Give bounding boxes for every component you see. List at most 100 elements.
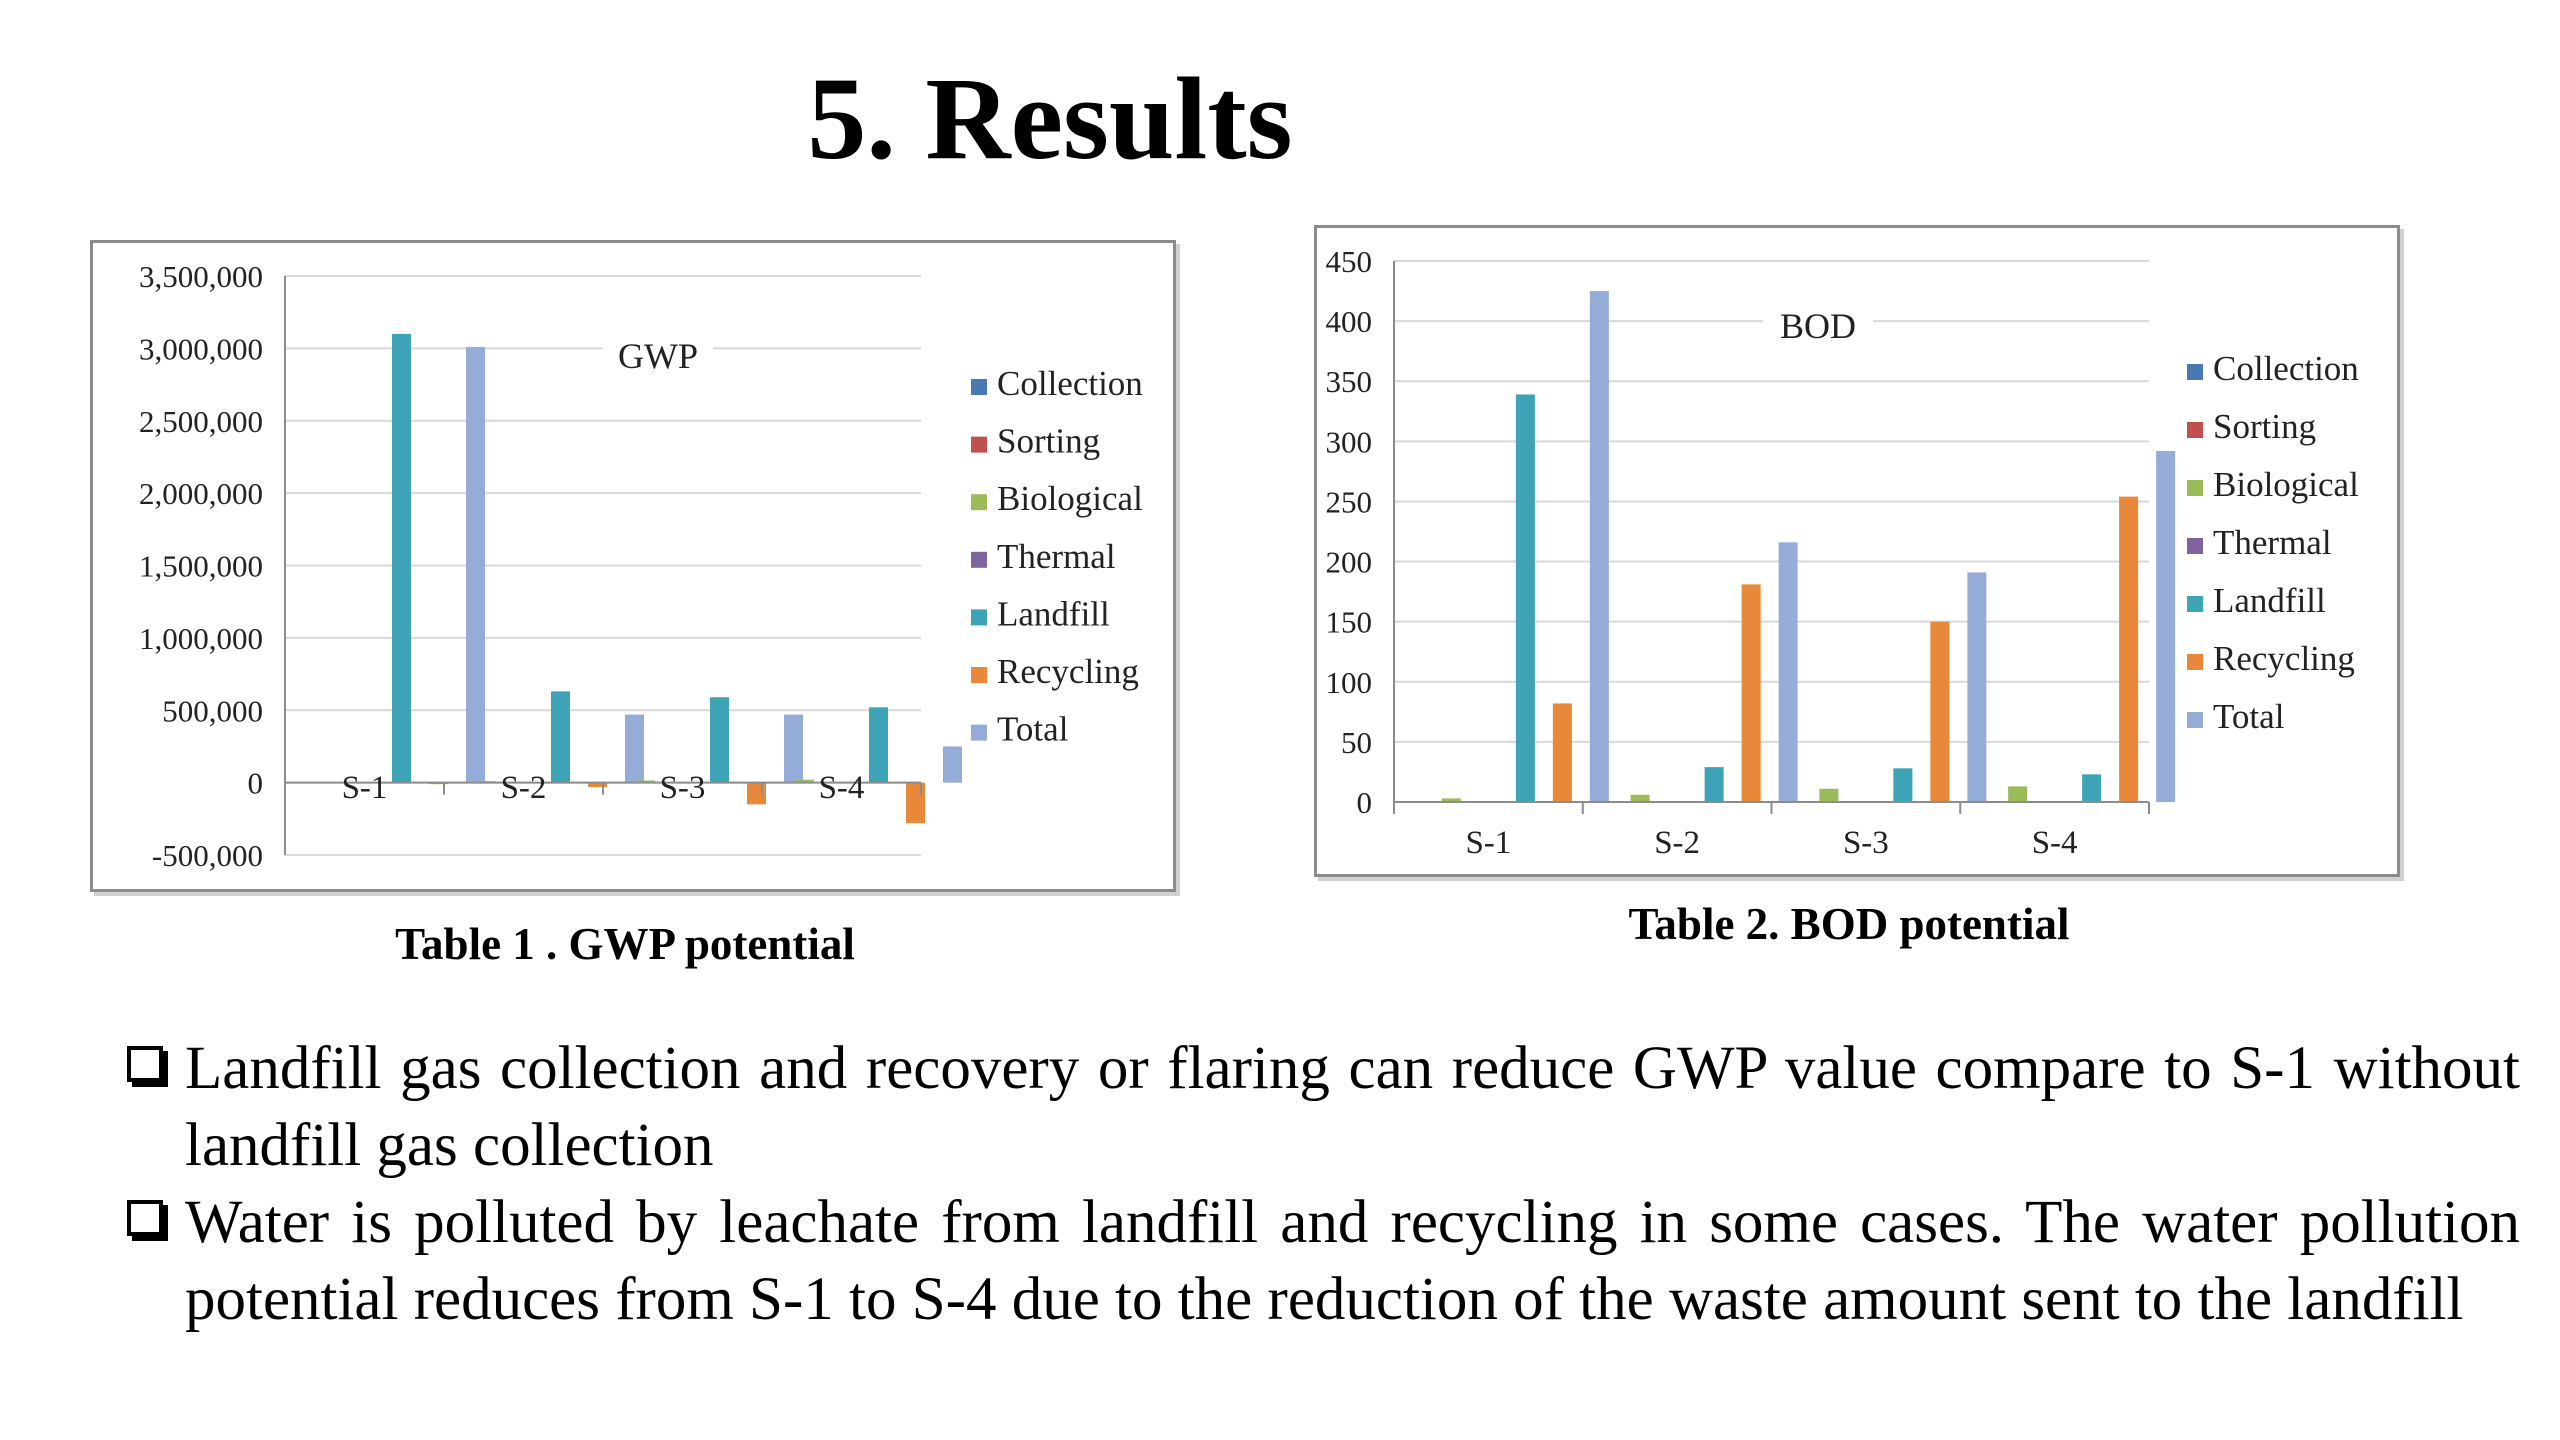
- bod-bar-biological-s-1: [1441, 798, 1461, 802]
- bod-legend-label: Collection: [2213, 349, 2359, 388]
- gwp-chart-frame: -500,000 0 500,000 1,000,000 1,500,000 2,000,…: [90, 240, 1176, 892]
- gwp-bar-recycling-s-4: [906, 782, 925, 824]
- bod-chart-title: BOD: [1780, 306, 1856, 346]
- bod-bar-total-s-3: [1967, 572, 1987, 802]
- gwp-y-tick-label: 2,500,000: [139, 404, 263, 439]
- bod-legend-label: Total: [2213, 697, 2285, 736]
- bod-legend-swatch: [2187, 422, 2203, 438]
- gwp-bar-landfill-s-1: [392, 333, 411, 783]
- bod-legend-label: Thermal: [2213, 523, 2332, 562]
- gwp-bar-biological-s-4: [795, 779, 814, 783]
- bod-legend-swatch: [2187, 712, 2203, 728]
- gwp-bar-recycling-s-3: [747, 782, 766, 805]
- bod-bar-recycling-s-1: [1552, 703, 1572, 802]
- bod-bar-total-s-1: [1589, 291, 1609, 802]
- bod-bar-landfill-s-1: [1515, 394, 1535, 802]
- gwp-bar-landfill-s-4: [869, 707, 888, 783]
- bod-chart: 0 50 100 150 200 250 300 350 400 450 BOD S-1 S-2 S-3 S…: [1326, 244, 2360, 861]
- bod-bar-recycling-s-4: [2119, 496, 2139, 802]
- bod-y-tick-label: 200: [1326, 545, 1373, 580]
- gwp-bar-landfill-s-3: [710, 697, 729, 783]
- bod-legend-swatch: [2187, 596, 2203, 612]
- bod-x-tick-label: S-3: [1843, 825, 1889, 861]
- gwp-legend-label: Collection: [997, 364, 1143, 403]
- bod-bar-biological-s-4: [2008, 786, 2028, 802]
- bod-legend-label: Biological: [2213, 465, 2359, 504]
- gwp-title-backing: [603, 336, 713, 380]
- bod-y-tick-label: 400: [1326, 304, 1373, 339]
- gwp-chart-title: GWP: [618, 336, 698, 376]
- gwp-y-tick-label: 0: [248, 766, 264, 801]
- bullet-text: Water is polluted by leachate from landf…: [185, 1189, 2520, 1333]
- bullet-list: Landfill gas collection and recovery or …: [125, 1030, 2520, 1338]
- gwp-y-tick-label: 3,500,000: [139, 259, 263, 294]
- gwp-legend-swatch: [971, 494, 987, 511]
- gwp-y-tick-label: 2,000,000: [139, 476, 263, 511]
- bod-legend-swatch: [2187, 538, 2203, 554]
- gwp-legend-label: Sorting: [997, 422, 1100, 461]
- slide-title: 5. Results: [807, 53, 1293, 184]
- bullet-item: Landfill gas collection and recovery or …: [125, 1030, 2520, 1184]
- bod-title-backing: [1763, 306, 1873, 350]
- bod-bar-total-s-4: [2156, 450, 2176, 802]
- bod-bar-landfill-s-3: [1893, 768, 1913, 802]
- gwp-legend-label: Landfill: [997, 594, 1110, 633]
- bod-y-tick-label: 450: [1326, 244, 1373, 279]
- bod-bar-biological-s-3: [1819, 788, 1839, 802]
- gwp-legend-label: Biological: [997, 479, 1143, 518]
- bod-bar-total-s-2: [1778, 542, 1798, 802]
- gwp-bar-biological-s-3: [636, 780, 655, 783]
- bod-legend-swatch: [2187, 654, 2203, 670]
- bod-y-tick-label: 150: [1326, 605, 1373, 640]
- bod-bar-recycling-s-3: [1930, 621, 1950, 802]
- gwp-legend-swatch: [971, 724, 987, 741]
- gwp-legend-label: Thermal: [997, 537, 1116, 576]
- gwp-bar-total-s-1: [466, 346, 485, 783]
- gwp-y-tick-label: -500,000: [152, 838, 263, 873]
- gwp-bar-total-s-3: [784, 714, 803, 783]
- gwp-bar-total-s-4: [943, 746, 962, 783]
- bod-bar-landfill-s-4: [2082, 774, 2102, 802]
- bod-x-tick-label: S-2: [1654, 825, 1700, 861]
- bullet-item: Water is polluted by leachate from landf…: [125, 1184, 2520, 1338]
- gwp-bar-total-s-2: [625, 714, 644, 783]
- bod-chart-caption: Table 2. BOD potential: [1628, 899, 2070, 949]
- bod-x-tick-label: S-4: [2032, 825, 2078, 861]
- bod-legend-label: Landfill: [2213, 581, 2326, 620]
- hollow-square-box-icon: [127, 1200, 163, 1236]
- bod-bar-landfill-s-2: [1704, 767, 1724, 802]
- gwp-legend-swatch: [971, 667, 987, 683]
- bod-legend-swatch: [2187, 364, 2203, 380]
- gwp-legend-label: Recycling: [997, 652, 1139, 691]
- gwp-legend-swatch: [971, 609, 987, 626]
- bod-legend-label: Recycling: [2213, 639, 2355, 678]
- bod-y-tick-label: 300: [1326, 424, 1373, 459]
- bod-y-tick-label: 0: [1357, 785, 1373, 820]
- gwp-x-tick-label: S-3: [660, 770, 706, 806]
- bod-legend-label: Sorting: [2213, 407, 2316, 446]
- gwp-legend-label: Total: [997, 710, 1069, 749]
- bod-y-tick-label: 350: [1326, 364, 1373, 399]
- gwp-x-tick-label: S-2: [501, 770, 547, 806]
- bod-y-tick-label: 250: [1326, 484, 1373, 519]
- gwp-y-tick-label: 500,000: [162, 693, 263, 728]
- bod-legend-swatch: [2187, 480, 2203, 496]
- hollow-square-box-icon: [127, 1046, 163, 1082]
- bod-bar-biological-s-2: [1630, 794, 1650, 802]
- bod-y-tick-label: 50: [1341, 725, 1372, 760]
- gwp-y-tick-label: 3,000,000: [139, 331, 263, 366]
- bullet-text: Landfill gas collection and recovery or …: [185, 1035, 2520, 1179]
- bod-bar-recycling-s-2: [1741, 584, 1761, 802]
- gwp-x-tick-label: S-1: [342, 770, 388, 806]
- gwp-legend-swatch: [971, 551, 987, 568]
- gwp-chart-caption: Table 1 . GWP potential: [395, 919, 855, 969]
- bod-chart-frame: 0 50 100 150 200 250 300 350 400 450 BOD S-1 S-2 S-3 S…: [1314, 225, 2400, 877]
- gwp-legend-swatch: [971, 436, 987, 453]
- bod-x-tick-label: S-1: [1465, 825, 1511, 861]
- gwp-x-tick-label: S-4: [819, 770, 865, 806]
- gwp-chart: -500,000 0 500,000 1,000,000 1,500,000 2,000,…: [139, 259, 1143, 873]
- gwp-y-tick-label: 1,000,000: [139, 621, 263, 656]
- gwp-y-tick-label: 1,500,000: [139, 549, 263, 584]
- gwp-bar-landfill-s-2: [551, 691, 570, 783]
- gwp-bar-recycling-s-2: [588, 782, 607, 787]
